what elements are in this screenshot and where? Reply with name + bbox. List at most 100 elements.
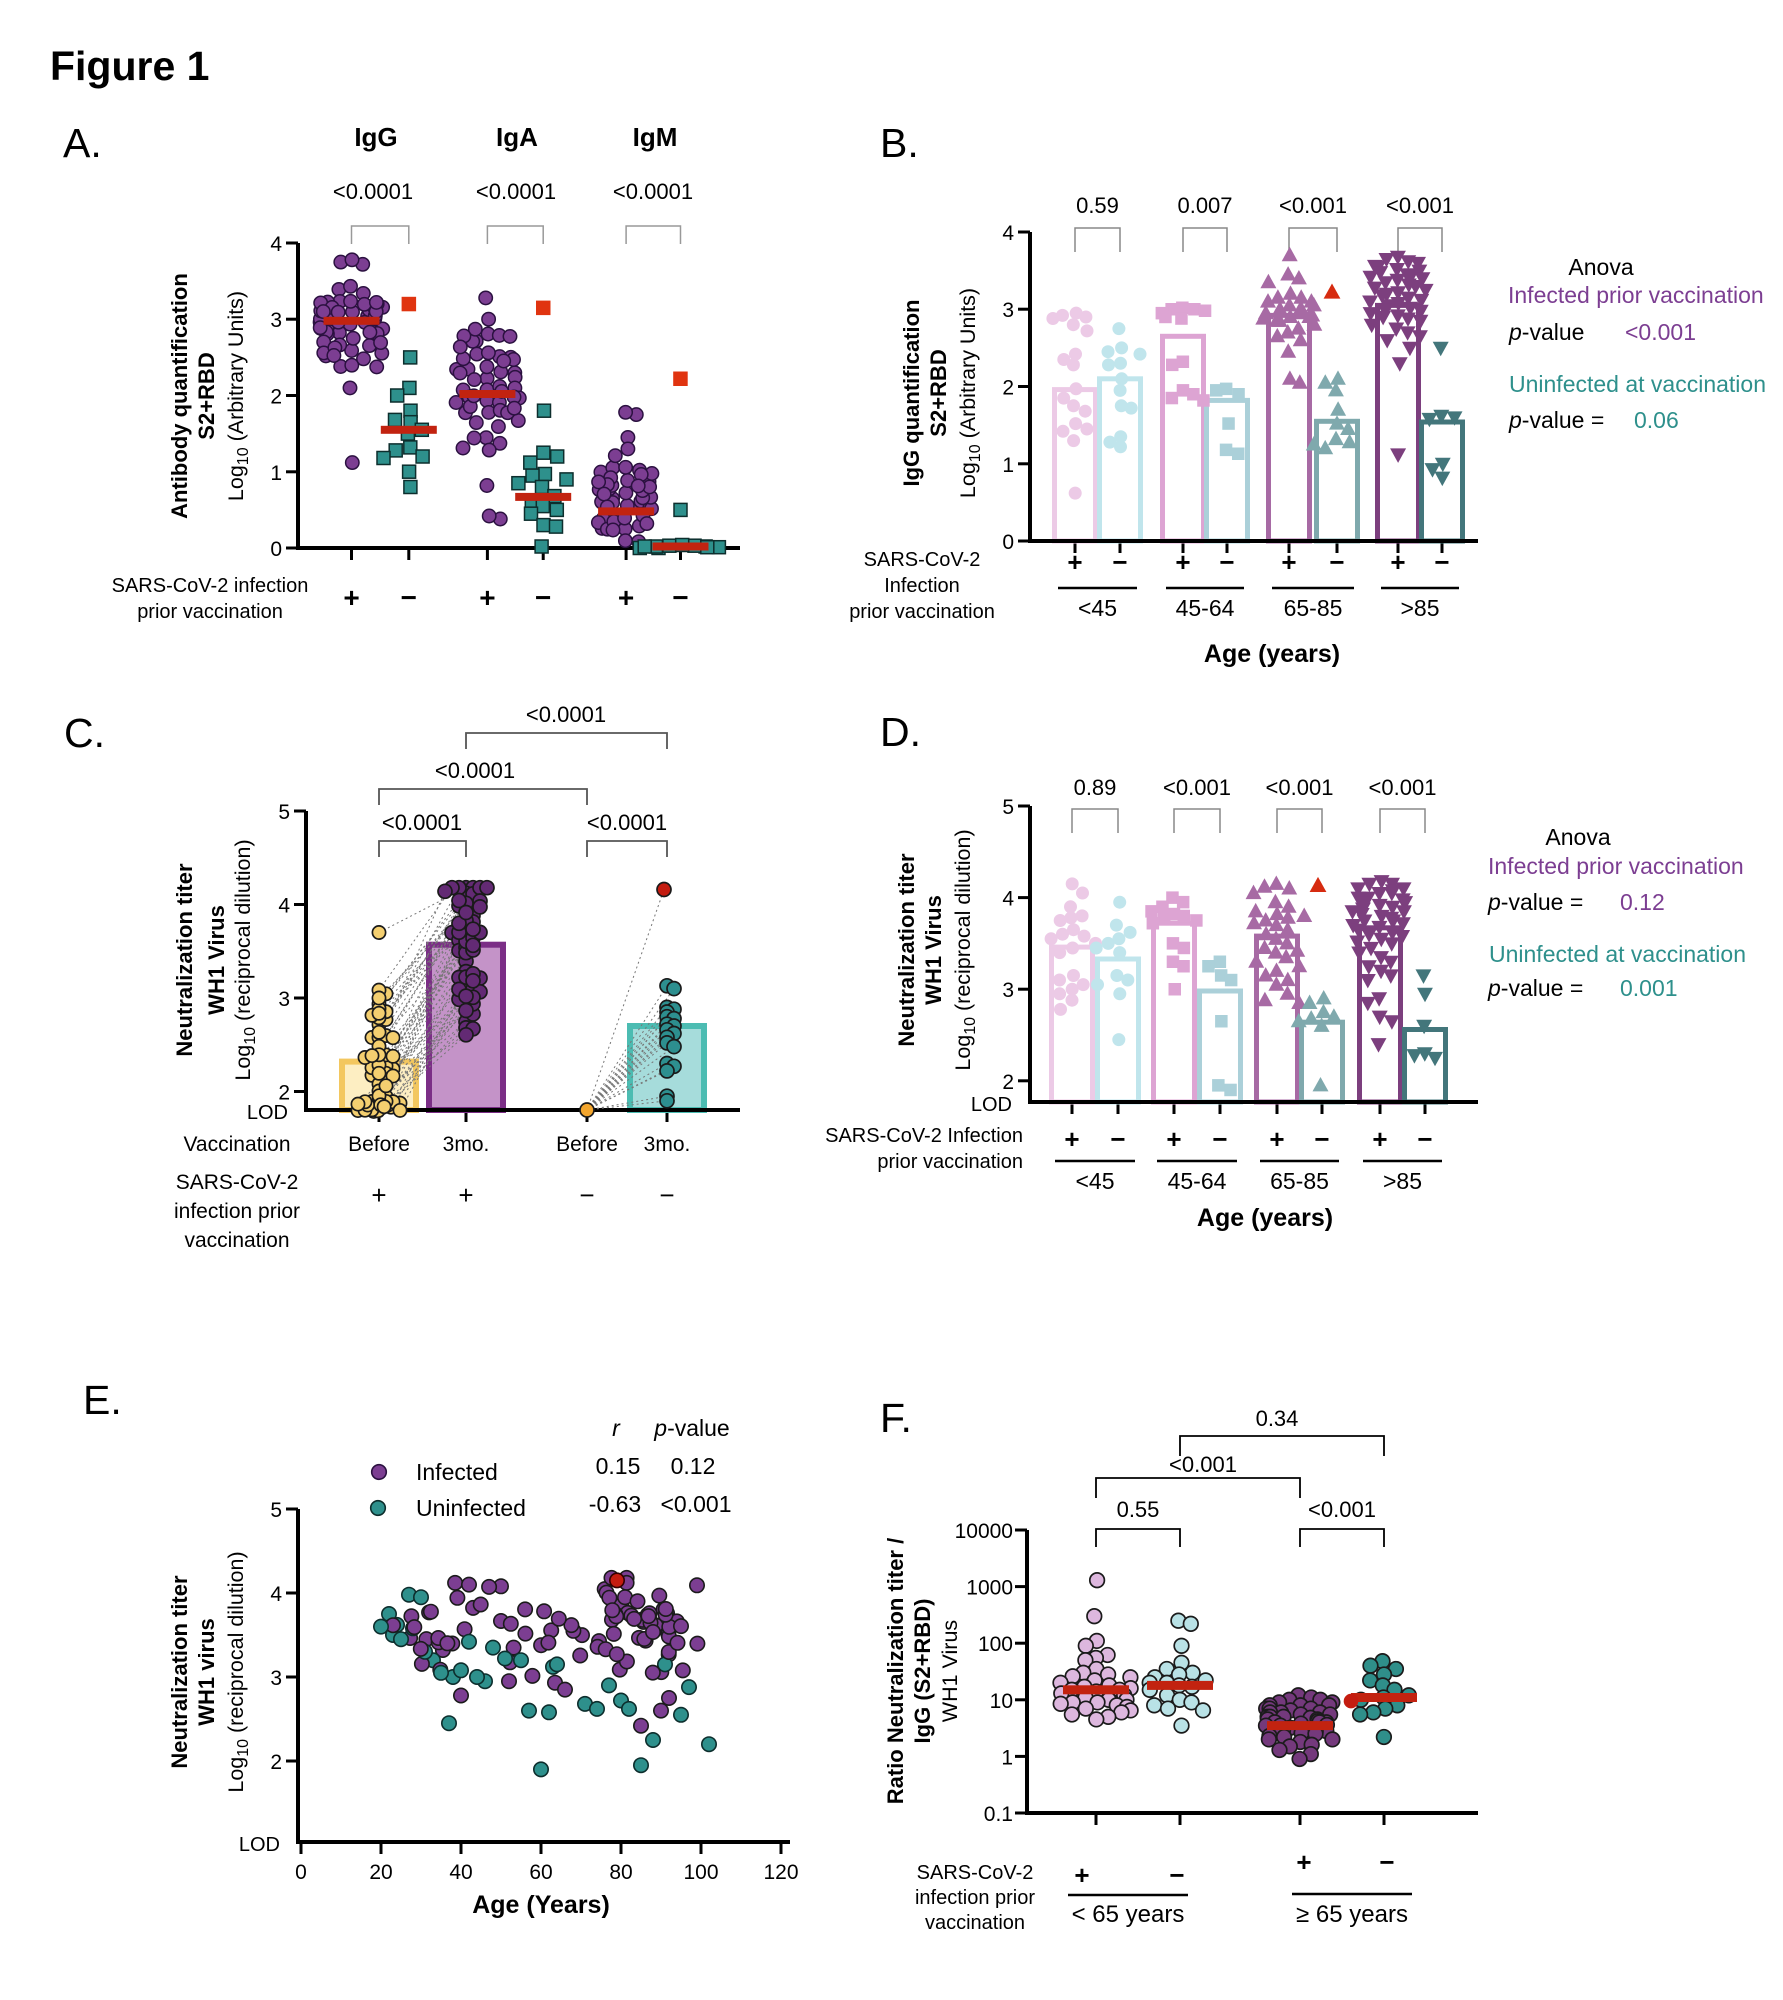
svg-text:−: − (1219, 547, 1234, 577)
svg-text:5: 5 (278, 801, 290, 824)
svg-text:45-64: 45-64 (1168, 1168, 1227, 1194)
svg-text:Before: Before (348, 1133, 410, 1156)
svg-text:−: − (1417, 1124, 1432, 1154)
svg-text:SARS-CoV-2 infection: SARS-CoV-2 infection (112, 575, 309, 597)
svg-text:4: 4 (278, 895, 290, 918)
svg-text:0.59: 0.59 (1076, 193, 1119, 218)
svg-text:+: + (1281, 547, 1296, 577)
svg-text:<0.001: <0.001 (1625, 319, 1696, 345)
svg-text:Antibody quantification: Antibody quantification (167, 273, 192, 519)
svg-text:+: + (1067, 547, 1082, 577)
svg-text:F.: F. (880, 1395, 912, 1441)
svg-text:+: + (618, 582, 634, 613)
svg-text:r: r (612, 1415, 621, 1441)
svg-text:IgG quantification: IgG quantification (899, 300, 924, 487)
svg-text:<0.0001: <0.0001 (613, 179, 693, 204)
svg-text:<0.0001: <0.0001 (382, 810, 462, 835)
svg-text:+: + (479, 582, 495, 613)
svg-text:>85: >85 (1383, 1168, 1422, 1194)
svg-text:<0.0001: <0.0001 (526, 702, 606, 727)
svg-text:Infection: Infection (884, 575, 960, 597)
svg-text:Uninfected at vaccination: Uninfected at vaccination (1489, 941, 1746, 967)
svg-text:+: + (371, 1180, 386, 1210)
svg-text:infection prior: infection prior (915, 1887, 1035, 1909)
svg-text:Log10 (reciprocal dilution): Log10 (reciprocal dilution) (231, 839, 259, 1080)
svg-text:Uninfected: Uninfected (416, 1495, 526, 1521)
svg-text:-0.63: -0.63 (589, 1491, 641, 1517)
svg-text:0.12: 0.12 (1620, 889, 1665, 915)
svg-text:<0.001: <0.001 (1386, 193, 1454, 218)
svg-text:−: − (1329, 547, 1344, 577)
svg-text:<0.0001: <0.0001 (587, 810, 667, 835)
svg-text:prior vaccination: prior vaccination (849, 601, 995, 623)
svg-text:+: + (1166, 1124, 1181, 1154)
svg-text:Log10 (Arbitrary Units): Log10 (Arbitrary Units) (224, 291, 252, 501)
svg-text:Neutralization titer: Neutralization titer (172, 863, 197, 1057)
svg-text:10: 10 (990, 1690, 1013, 1713)
svg-text:−: − (672, 582, 688, 613)
svg-text:3: 3 (1002, 299, 1014, 322)
svg-text:vaccination: vaccination (184, 1229, 289, 1252)
svg-text:+: + (1175, 547, 1190, 577)
svg-text:<0.0001: <0.0001 (435, 758, 515, 783)
svg-text:−: − (579, 1180, 594, 1210)
svg-text:+: + (1390, 547, 1405, 577)
svg-text:100: 100 (683, 1861, 718, 1884)
svg-text:+: + (1064, 1124, 1079, 1154)
svg-text:<0.001: <0.001 (1308, 1497, 1376, 1522)
svg-text:1: 1 (270, 462, 282, 485)
svg-text:S2+RBD: S2+RBD (194, 352, 219, 439)
svg-text:Log10 (reciprocal dilution): Log10 (reciprocal dilution) (951, 829, 979, 1070)
svg-text:IgG: IgG (354, 122, 397, 152)
svg-text:<0.001: <0.001 (1279, 193, 1347, 218)
svg-text:0.007: 0.007 (1177, 193, 1232, 218)
svg-text:<45: <45 (1078, 595, 1117, 621)
svg-text:1: 1 (1001, 1746, 1013, 1769)
svg-text:3mo.: 3mo. (443, 1133, 490, 1156)
svg-text:E.: E. (83, 1377, 122, 1423)
svg-text:0.34: 0.34 (1256, 1406, 1299, 1431)
svg-text:65-85: 65-85 (1270, 1168, 1329, 1194)
svg-text:SARS-CoV-2: SARS-CoV-2 (864, 549, 981, 571)
svg-text:2: 2 (1002, 377, 1014, 400)
svg-text:2: 2 (278, 1082, 290, 1105)
svg-text:≥ 65 years: ≥ 65 years (1296, 1901, 1408, 1928)
svg-text:SARS-CoV-2 Infection: SARS-CoV-2 Infection (825, 1125, 1023, 1147)
svg-text:0.1: 0.1 (984, 1803, 1013, 1826)
svg-text:p-value: p-value (653, 1415, 729, 1441)
svg-text:<0.001: <0.001 (1369, 775, 1437, 800)
svg-text:Ratio Neutralization titer /: Ratio Neutralization titer / (883, 1538, 908, 1804)
svg-text:1: 1 (1002, 454, 1014, 477)
svg-text:100: 100 (978, 1633, 1013, 1656)
svg-text:40: 40 (449, 1861, 472, 1884)
svg-text:WH1 Virus: WH1 Virus (921, 895, 946, 1005)
svg-text:Uninfected at vaccination: Uninfected at vaccination (1509, 371, 1766, 397)
svg-text:3: 3 (270, 309, 282, 332)
svg-text:65-85: 65-85 (1284, 595, 1343, 621)
svg-text:Age (Years): Age (Years) (472, 1891, 610, 1919)
svg-text:WH1 Virus: WH1 Virus (204, 905, 229, 1015)
svg-text:LOD: LOD (239, 1834, 280, 1856)
svg-text:<0.001: <0.001 (661, 1491, 732, 1517)
svg-text:45-64: 45-64 (1176, 595, 1235, 621)
svg-text:vaccination: vaccination (925, 1912, 1025, 1934)
svg-text:0: 0 (295, 1861, 307, 1884)
svg-text:0.55: 0.55 (1117, 1497, 1160, 1522)
svg-text:<45: <45 (1075, 1168, 1114, 1194)
svg-text:Vaccination: Vaccination (183, 1133, 290, 1156)
svg-text:SARS-CoV-2: SARS-CoV-2 (176, 1171, 299, 1194)
svg-text:IgG (S2+RBD): IgG (S2+RBD) (910, 1599, 935, 1744)
svg-text:0: 0 (270, 538, 282, 561)
svg-text:prior vaccination: prior vaccination (877, 1151, 1023, 1173)
svg-text:0.12: 0.12 (671, 1453, 716, 1479)
svg-text:−: − (1212, 1124, 1227, 1154)
svg-text:−: − (1314, 1124, 1329, 1154)
svg-text:5: 5 (1002, 796, 1014, 819)
svg-text:>85: >85 (1400, 595, 1439, 621)
svg-text:+: + (458, 1180, 473, 1210)
svg-text:60: 60 (529, 1861, 552, 1884)
svg-text:<0.001: <0.001 (1169, 1452, 1237, 1477)
svg-text:p-value =: p-value = (1487, 975, 1583, 1001)
svg-text:0.89: 0.89 (1074, 775, 1117, 800)
svg-text:infection prior: infection prior (174, 1200, 300, 1223)
